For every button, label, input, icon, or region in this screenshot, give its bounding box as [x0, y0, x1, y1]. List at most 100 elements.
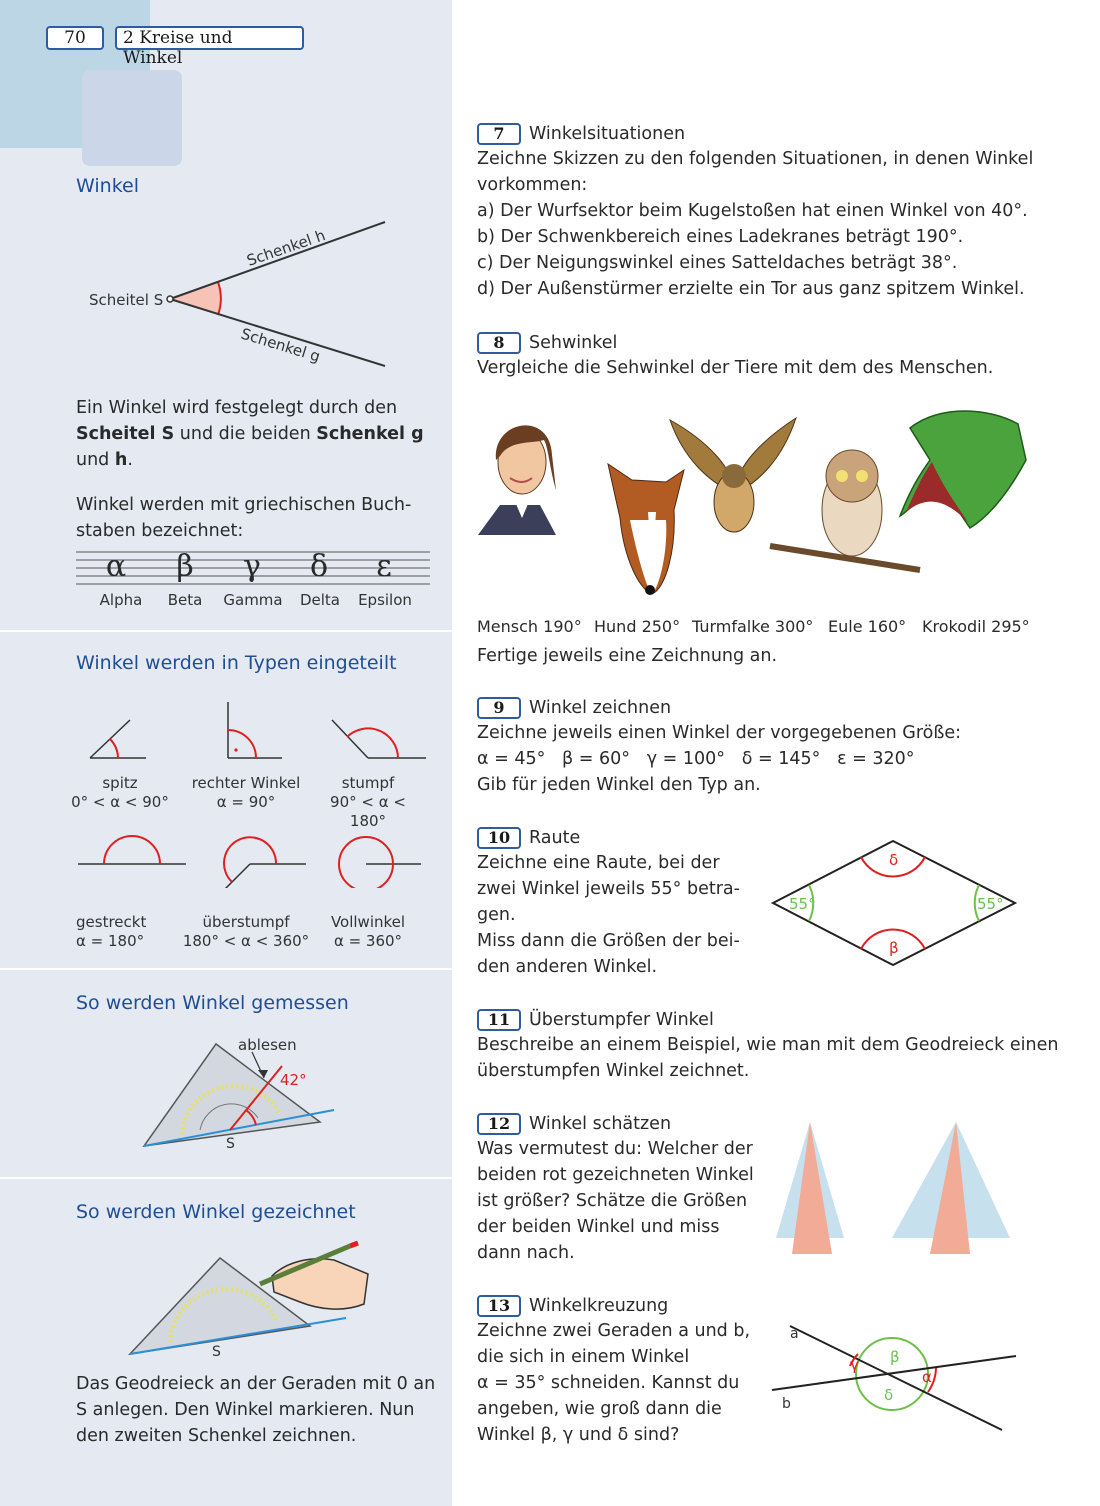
exercise-text: Was vermutest du: Welcher der beiden rot…: [477, 1139, 754, 1263]
exercise-number: 11: [477, 1009, 521, 1031]
sight-angle-hund: Hund 250°: [594, 617, 681, 636]
exercise-number: 8: [477, 332, 521, 354]
exercise-number: 13: [477, 1295, 521, 1317]
exercise-7: 7 Winkelsituationen Zeichne Skizzen zu de…: [477, 122, 1077, 302]
theory-sidebar: [0, 0, 452, 1506]
angle-definition: Ein Winkel wird festgelegt durch den Sch…: [76, 398, 424, 470]
greek-name-delta: Delta: [299, 591, 341, 609]
crocodile-figure: [898, 410, 1027, 530]
exercise-text: Zeichne eine Raute, bei der zwei Winkel …: [477, 853, 740, 977]
exercise-number: 10: [477, 827, 521, 849]
exercise-text: Zeichne Skizzen zu den folgenden Situati…: [477, 149, 1034, 299]
section-heading-draw: So werden Winkel gezeichnet: [76, 1201, 356, 1223]
type-name-rechter: rechter Winkel: [191, 774, 301, 792]
exercise-title: Sehwinkel: [529, 333, 618, 353]
angle-delta-label: δ: [884, 1386, 893, 1404]
exercise-title: Winkelkreuzung: [529, 1296, 669, 1316]
line-a-label: a: [790, 1326, 799, 1342]
greek-letter-epsilon: ε: [376, 549, 392, 584]
type-range-stumpf: 90° < α < 180°: [330, 793, 406, 830]
greek-name-beta: Beta: [167, 591, 203, 609]
type-range-rechter: α = 90°: [216, 793, 276, 811]
section-divider: [0, 1177, 452, 1179]
vertex-label: Scheitel S: [89, 291, 163, 309]
page-number: 70: [46, 26, 104, 50]
sight-angle-krokodil: Krokodil 295°: [922, 617, 1030, 636]
sight-angle-mensch: Mensch 190°: [477, 617, 582, 636]
crossing-lines-figure: a b β δ γ α: [771, 1325, 1017, 1431]
exercise-title: Winkel schätzen: [529, 1114, 672, 1134]
section-heading-measure: So werden Winkel gemessen: [76, 992, 349, 1014]
exercise-title: Winkelsituationen: [529, 124, 686, 144]
measured-angle-label: 42°: [280, 1071, 307, 1089]
section-heading-types: Winkel werden in Typen eingeteilt: [76, 652, 397, 674]
draw-vertex-label: S: [212, 1344, 221, 1360]
type-name-gestreckt: gestreckt: [76, 913, 147, 931]
greek-intro: Winkel werden mit griechischen Buch- sta…: [76, 495, 412, 541]
animals-illustration: [478, 410, 1027, 595]
greek-name-epsilon: Epsilon: [358, 591, 412, 609]
greek-letter-gamma: γ: [243, 549, 261, 584]
angle-types-figures: [78, 702, 426, 888]
estimate-triangles-figure: [776, 1122, 1010, 1254]
exercise-text: Vergleiche die Sehwinkel der Tiere mit d…: [477, 358, 994, 378]
greek-staff-lines: [76, 551, 430, 585]
exercise-title: Überstumpfer Winkel: [529, 1010, 714, 1030]
human-figure: [478, 425, 556, 535]
greek-name-gamma: Gamma: [223, 591, 283, 609]
corner-decoration-square: [82, 70, 182, 166]
hand-illustration: [271, 1258, 369, 1310]
exercise-12: 12 Winkel schätzen Was vermutest du: Welc…: [477, 1112, 757, 1266]
leg-g-label: Schenkel g: [239, 325, 323, 366]
angle-alpha-label: α: [922, 1368, 932, 1386]
exercise-11: 11 Überstumpfer Winkel Beschreibe an eine…: [477, 1008, 1077, 1084]
line-b-label: b: [782, 1396, 791, 1412]
type-name-vollwinkel: Vollwinkel: [330, 913, 406, 931]
exercise-text: Zeichne zwei Geraden a und b, die sich i…: [477, 1321, 751, 1445]
rhombus-bottom-angle: β: [889, 939, 899, 957]
geodreieck-draw-figure: S: [127, 1240, 369, 1360]
sight-angle-turmfalke: Turmfalke 300°: [692, 617, 814, 636]
angle-gamma-label: γ: [850, 1356, 859, 1374]
type-name-ueberstumpf: überstumpf: [202, 913, 290, 931]
section-divider: [0, 968, 452, 970]
dog-figure: [607, 462, 685, 595]
owl-figure: [769, 449, 921, 573]
exercise-8-note: Fertige jeweils eine Zeichnung an.: [477, 646, 778, 666]
rhombus-left-angle: 55°: [789, 895, 816, 913]
angle-beta-label: β: [890, 1348, 900, 1366]
measure-vertex-label: S: [226, 1136, 235, 1152]
geodreieck-measure-figure: ablesen 42° S: [142, 1036, 335, 1152]
falcon-figure: [669, 416, 797, 533]
type-range-ueberstumpf: 180° < α < 360°: [182, 932, 310, 950]
type-name-spitz: spitz: [102, 774, 138, 792]
section-heading-winkel: Winkel: [76, 175, 139, 197]
exercise-number: 9: [477, 697, 521, 719]
exercise-13: 13 Winkelkreuzung Zeichne zwei Geraden a …: [477, 1294, 757, 1448]
type-range-gestreckt: α = 180°: [76, 932, 145, 950]
exercise-text: Zeichne jeweils einen Winkel der vorgege…: [477, 723, 962, 795]
exercise-title: Raute: [529, 828, 581, 848]
type-range-spitz: 0° < α < 90°: [71, 793, 169, 811]
greek-name-alpha: Alpha: [99, 591, 143, 609]
exercise-number: 7: [477, 123, 521, 145]
rhombus-right-angle: 55°: [977, 895, 1004, 913]
draw-instructions: Das Geodreieck an der Geraden mit 0 an S…: [76, 1374, 436, 1446]
exercise-9: 9 Winkel zeichnen Zeichne jeweils einen W…: [477, 696, 1077, 798]
rhombus-figure: 55° 55° δ β: [770, 839, 1018, 967]
type-range-vollwinkel: α = 360°: [333, 932, 403, 950]
chapter-title: 2 Kreise und Winkel: [115, 26, 304, 68]
exercise-number: 12: [477, 1113, 521, 1135]
rhombus-top-angle: δ: [889, 851, 898, 869]
angle-diagram: Scheitel S Schenkel h Schenkel g: [89, 221, 386, 367]
exercise-title: Winkel zeichnen: [529, 698, 672, 718]
exercise-8: 8 Sehwinkel Vergleiche die Sehwinkel der …: [477, 331, 1077, 381]
greek-letter-beta: β: [176, 549, 194, 584]
section-divider: [0, 630, 452, 632]
sight-angle-eule: Eule 160°: [828, 617, 907, 636]
greek-letter-delta: δ: [309, 549, 329, 584]
greek-letter-alpha: α: [105, 549, 127, 584]
exercise-10: 10 Raute Zeichne eine Raute, bei der zwei…: [477, 826, 747, 980]
exercise-text: Beschreibe an einem Beispiel, wie man mi…: [477, 1035, 1059, 1081]
read-label: ablesen: [238, 1036, 297, 1054]
